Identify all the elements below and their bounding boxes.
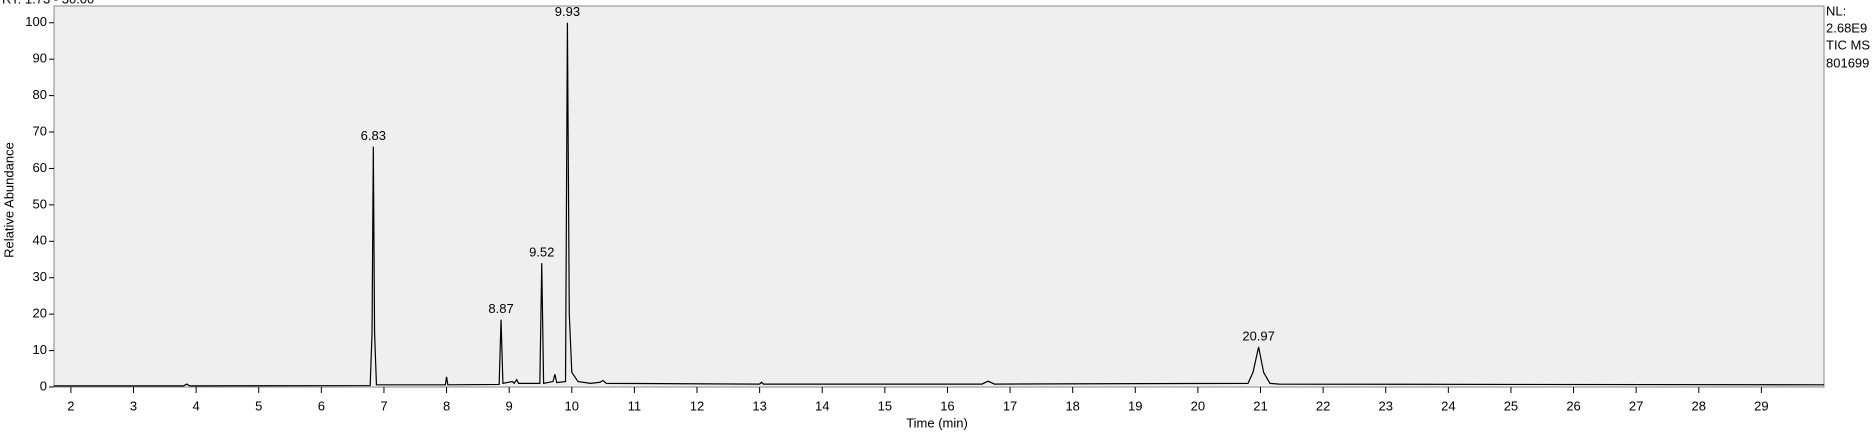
x-tick-label: 28 — [1692, 398, 1706, 413]
range-label: RT: 1.73 - 30.00 — [2, 0, 94, 6]
y-tick-label: 100 — [25, 14, 47, 29]
side-info: NL: — [1826, 3, 1846, 18]
y-tick-label: 30 — [33, 269, 47, 284]
trace — [54, 22, 1825, 387]
x-tick-label: 27 — [1629, 398, 1643, 413]
y-tick-label: 90 — [33, 51, 47, 66]
x-tick-label: 4 — [193, 398, 200, 413]
x-tick-label: 11 — [628, 398, 642, 413]
peak-label: 8.87 — [488, 301, 513, 316]
x-tick-label: 24 — [1441, 398, 1455, 413]
x-tick-label: 8 — [443, 398, 450, 413]
y-tick-label: 50 — [33, 196, 47, 211]
x-tick-label: 19 — [1128, 398, 1142, 413]
x-tick-label: 23 — [1378, 398, 1392, 413]
y-tick-label: 60 — [33, 160, 47, 175]
peak-label: 6.83 — [361, 128, 386, 143]
peak-label: 20.97 — [1242, 328, 1275, 343]
side-info: 2.68E9 — [1826, 20, 1867, 35]
x-tick-label: 6 — [318, 398, 325, 413]
x-tick-label: 3 — [130, 398, 137, 413]
x-tick-label: 2 — [67, 398, 74, 413]
x-tick-label: 10 — [565, 398, 579, 413]
x-tick-label: 18 — [1065, 398, 1079, 413]
peak-label: 9.93 — [555, 4, 580, 19]
x-tick-label: 16 — [940, 398, 954, 413]
x-axis-title: Time (min) — [906, 415, 968, 430]
side-info: TIC MS — [1826, 37, 1870, 52]
x-tick-label: 29 — [1754, 398, 1768, 413]
y-axis-title: Relative Abundance — [1, 142, 16, 258]
x-tick-label: 17 — [1003, 398, 1017, 413]
peak-label: 9.52 — [529, 245, 554, 260]
x-tick-label: 20 — [1191, 398, 1205, 413]
y-tick-label: 80 — [33, 87, 47, 102]
x-tick-label: 26 — [1566, 398, 1580, 413]
x-tick-label: 9 — [506, 398, 513, 413]
x-tick-label: 22 — [1316, 398, 1330, 413]
x-tick-label: 15 — [878, 398, 892, 413]
x-tick-label: 5 — [255, 398, 262, 413]
plot-area — [53, 5, 1825, 388]
side-info: 801699 — [1826, 55, 1869, 70]
x-tick-label: 13 — [752, 398, 766, 413]
x-tick-label: 25 — [1504, 398, 1518, 413]
y-tick-label: 70 — [33, 123, 47, 138]
y-tick-label: 20 — [33, 306, 47, 321]
y-tick-label: 40 — [33, 233, 47, 248]
y-tick-label: 0 — [40, 378, 47, 393]
x-tick-label: 12 — [690, 398, 704, 413]
y-tick-label: 10 — [33, 342, 47, 357]
x-tick-label: 7 — [380, 398, 387, 413]
x-tick-label: 21 — [1253, 398, 1267, 413]
x-tick-label: 14 — [815, 398, 829, 413]
